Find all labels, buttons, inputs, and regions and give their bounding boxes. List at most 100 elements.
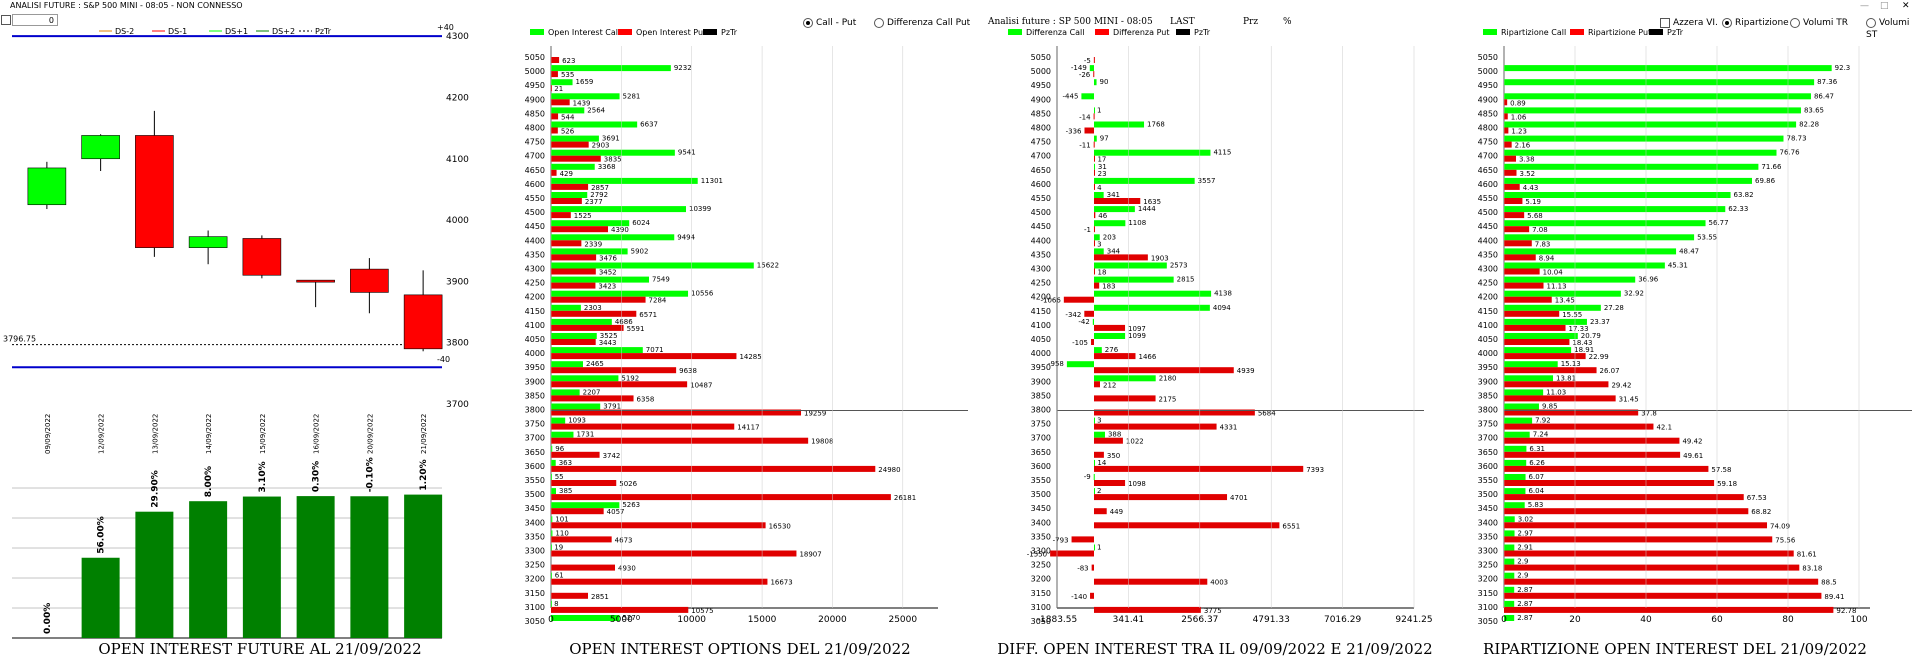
x-tick-label: 60 [1711,615,1723,625]
put-bar [1093,226,1095,233]
strike-label: 3700 [525,434,545,443]
call-bar [551,333,597,339]
call-bar [1504,333,1578,339]
put-bar-label: 21 [554,85,563,93]
call-bar [1504,248,1677,255]
strike-label: 3250 [1478,561,1498,570]
put-bar-label: 74.09 [1770,522,1790,530]
put-bar [1094,494,1228,501]
call-bar [551,93,620,100]
strike-label: 3150 [1478,589,1498,598]
put-bar [1504,226,1530,233]
legend-label-1-1: Differenza Put [1113,28,1169,37]
put-bar [551,536,612,543]
call-bar [1504,488,1526,495]
strike-label: 4550 [525,194,545,203]
put-bar-label: 7.83 [1535,240,1551,248]
strike-label: 3400 [525,518,545,527]
date-label: 14/09/2022 [205,414,213,454]
call-bar-label: -42 [1078,318,1089,326]
call-bar-label: 6.26 [1529,459,1545,467]
put-bar [551,57,560,63]
azzera-checkbox[interactable]: Azzera VI. [1660,17,1718,29]
radio-ripartizione-icon[interactable] [1722,17,1732,28]
call-bar-label: 56.77 [1709,219,1729,227]
option-ripartizione[interactable]: Ripartizione [1722,17,1789,29]
put-bar [1504,381,1609,388]
strike-label: 4750 [1031,138,1051,147]
maximize-icon[interactable]: □ [1880,1,1889,11]
x-tick-label: 20 [1569,615,1581,625]
put-bar [1504,268,1540,275]
select-checkbox[interactable] [1,15,11,25]
call-bar [1094,220,1126,227]
put-bar-label: -793 [1053,536,1069,544]
x-tick-label: 40 [1640,615,1652,625]
put-bar-label: -1 [1084,226,1091,234]
put-bar [1094,451,1104,458]
call-bar-label: 10399 [689,205,711,213]
call-bar-label: 9.85 [1542,403,1558,411]
call-bar [551,445,553,452]
call-bar [1504,93,1811,100]
radio-diff-call-put-icon[interactable] [874,17,884,28]
strike-label: 4950 [1478,81,1498,90]
radio-call-put-icon[interactable] [803,17,813,28]
put-bar-label: 1022 [1126,438,1144,446]
put-bar-label: 10575 [691,607,713,615]
call-bar [1089,65,1094,72]
radio-volumi-tr-icon[interactable] [1790,17,1800,28]
strike-label: 3900 [1031,377,1051,386]
last-price-label: 3796.75 [3,335,36,344]
strike-label: 4500 [1478,208,1498,217]
call-bar-label: 1108 [1128,219,1146,227]
radio-volumi-st-icon[interactable] [1866,17,1876,28]
strike-label: 3350 [525,532,545,541]
call-bar-label: 6.31 [1529,445,1545,453]
option-call-put[interactable]: Call - Put [803,17,856,29]
close-icon[interactable]: ✕ [1902,1,1910,11]
option-call-put-label: Call - Put [816,18,857,28]
strike-label: 4900 [525,95,545,104]
option-diff-call-put[interactable]: Differenza Call Put [874,17,970,29]
strike-label: 4700 [1478,152,1498,161]
put-bar [551,183,589,190]
option-volumi-st[interactable]: Volumi ST [1866,17,1920,41]
put-bar [1504,353,1586,360]
call-bar [551,459,556,466]
call-bar [1094,79,1097,86]
put-bar-label: 4 [1097,184,1102,192]
put-bar-label: 18.43 [1572,339,1592,347]
option-diff-call-put-label: Differenza Call Put [887,18,971,28]
put-bar [1504,578,1819,585]
put-bar [1504,508,1749,515]
minimize-icon[interactable]: — [1860,1,1869,11]
put-bar-label: -342 [1065,311,1081,319]
put-bar [1504,310,1560,317]
call-bar [1094,163,1095,170]
call-bar-label: 4115 [1213,149,1231,157]
strike-label: 4350 [1031,250,1051,259]
x-tick-label: 2566.37 [1181,615,1218,625]
option-volumi-tr[interactable]: Volumi TR [1790,17,1848,29]
analisi-label: Analisi future : SP 500 MINI - 08:05 [988,17,1153,27]
call-bar [1094,135,1097,142]
strike-label: 4450 [1031,222,1051,231]
strike-label: 3900 [1478,377,1498,386]
y-tick-label: 3800 [446,339,469,349]
put-bar [1094,240,1095,247]
call-bar-label: 2180 [1159,374,1177,382]
put-bar-label: 17.33 [1569,325,1589,333]
put-bar-label: -83 [1077,565,1088,573]
call-bar-label: 55 [555,473,564,481]
call-bar-label: 20.79 [1581,332,1601,340]
call-bar-label: 5270 [622,614,640,622]
azzera-checkbox-icon[interactable] [1660,17,1670,28]
numeric-input[interactable]: 0 [12,14,58,26]
call-bar [1504,318,1587,325]
put-bar-label: 10487 [690,381,712,389]
put-bar-label: 1439 [573,99,591,107]
put-bar [1094,508,1107,515]
strike-label: 5000 [1031,67,1051,76]
